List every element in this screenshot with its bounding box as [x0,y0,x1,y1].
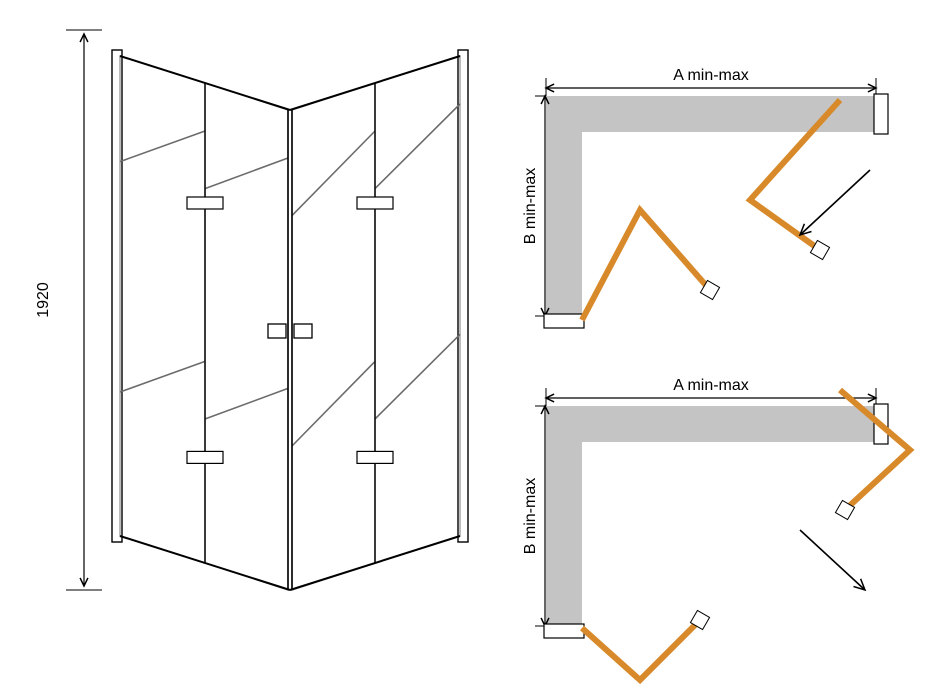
folding-door [582,620,700,680]
plan-view-fold-in: A min-max B min-max [522,67,888,328]
direction-arrow [800,170,870,235]
height-label: 1920 [35,282,52,318]
dim-b-label: B min-max [522,478,539,554]
diagram-svg: 1920 A min-max B min-max A min-max B min-max [0,0,928,686]
diagram-canvas: 1920 A min-max B min-max A min-max B min-max [0,0,928,686]
handle-right [294,324,312,338]
dim-a-label: A min-max [673,67,749,84]
handle-left [268,324,286,338]
isometric-view: 1920 [35,30,468,590]
plan-view-fold-out: A min-max B min-max [522,377,910,680]
dim-a-label: A min-max [673,377,749,394]
direction-arrow [800,530,865,590]
dim-b-label: B min-max [522,168,539,244]
folding-door [582,210,710,320]
